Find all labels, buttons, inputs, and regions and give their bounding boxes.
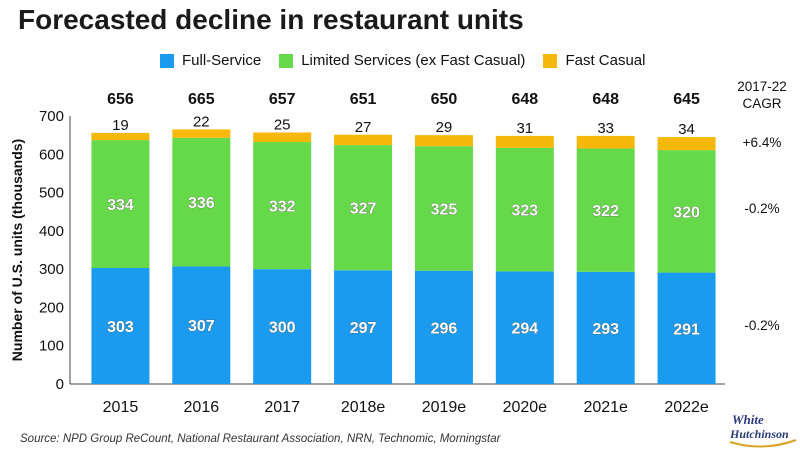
y-tick-label: 0	[56, 376, 64, 393]
white-hutchinson-logo: White Hutchinson	[729, 412, 797, 448]
chart-title: Forecasted decline in restaurant units	[18, 4, 524, 35]
data-label: 296	[431, 320, 458, 337]
bar-segment-limited-services	[172, 137, 231, 267]
legend-item-fast-casual: Fast Casual	[543, 52, 645, 69]
bar-segment-full-service	[495, 271, 554, 384]
data-label-fast-casual: 31	[516, 120, 533, 137]
bar-segment-fast-casual	[657, 137, 716, 151]
cagr-full-service: -0.2%	[744, 318, 779, 333]
cagr-header-line2: CAGR	[742, 96, 781, 111]
bar-segment-full-service	[334, 270, 393, 384]
total-label: 665	[188, 91, 215, 108]
data-label-fast-casual: 19	[112, 117, 129, 134]
x-tick-label: 2017	[264, 399, 300, 416]
legend-swatch-limited-services	[279, 53, 294, 68]
legend-label-full-service: Full-Service	[182, 52, 262, 69]
data-label: 294	[511, 321, 538, 338]
x-tick-label: 2015	[103, 399, 139, 416]
data-label: 300	[269, 320, 296, 337]
total-label: 656	[107, 91, 134, 108]
legend-swatch-full-service	[160, 53, 174, 68]
data-label: 327	[350, 201, 377, 218]
data-label-fast-casual: 29	[436, 119, 453, 136]
data-label: 323	[511, 203, 538, 220]
bar-segment-fast-casual	[172, 129, 231, 138]
x-tick-label: 2022e	[664, 399, 709, 416]
y-tick-label: 200	[39, 299, 64, 316]
y-tick-label: 600	[39, 146, 64, 163]
data-label: 336	[188, 195, 215, 212]
total-label: 648	[511, 91, 538, 108]
bar-segment-limited-services	[91, 140, 150, 268]
bar-segment-full-service	[253, 269, 312, 384]
data-label-fast-casual: 33	[597, 120, 614, 137]
data-label: 322	[592, 203, 619, 220]
y-tick-label: 500	[39, 185, 64, 202]
bar-segment-full-service	[414, 270, 473, 384]
cagr-fast-casual: +6.4%	[743, 135, 782, 150]
y-tick-label: 300	[39, 261, 64, 278]
cagr-header-line1: 2017-22	[737, 79, 787, 94]
y-tick-label: 400	[39, 223, 64, 240]
logo-text-line1: White	[732, 412, 764, 427]
data-label: 332	[269, 199, 296, 216]
legend-item-full-service: Full-Service	[160, 52, 261, 69]
legend-swatch-fast-casual	[543, 53, 558, 68]
x-tick-label: 2018e	[341, 399, 386, 416]
y-tick-label: 100	[39, 338, 64, 355]
data-label: 320	[673, 204, 700, 221]
bar-segment-limited-services	[576, 148, 635, 272]
legend-label-fast-casual: Fast Casual	[565, 52, 646, 69]
source-note: Source: NPD Group ReCount, National Rest…	[20, 433, 501, 445]
total-label: 648	[592, 91, 619, 108]
bar-segment-full-service	[576, 271, 635, 384]
data-label-fast-casual: 25	[274, 116, 291, 133]
bar-segment-fast-casual	[253, 132, 312, 143]
bar-segment-fast-casual	[334, 134, 393, 146]
logo-swoosh	[729, 439, 797, 448]
legend-label-limited-services: Limited Services (ex Fast Casual)	[301, 52, 526, 69]
total-label: 657	[269, 91, 296, 108]
data-label-fast-casual: 27	[355, 119, 372, 136]
legend: Full-Service Limited Services (ex Fast C…	[160, 52, 663, 69]
bar-segment-limited-services	[253, 142, 312, 270]
cagr-limited-services: -0.2%	[744, 201, 779, 216]
bar-segment-fast-casual	[576, 135, 635, 149]
y-axis-label: Number of U.S. units (thousands)	[9, 139, 25, 361]
logo-text-line2: Hutchinson	[729, 427, 789, 441]
total-label: 651	[350, 91, 377, 108]
total-label: 645	[673, 91, 700, 108]
data-label: 297	[350, 320, 377, 337]
total-label: 650	[431, 91, 458, 108]
bar-segment-full-service	[91, 267, 150, 384]
bar-segment-limited-services	[334, 145, 393, 271]
bar-segment-limited-services	[495, 147, 554, 272]
bar-segment-full-service	[657, 272, 716, 384]
bar-segment-fast-casual	[414, 135, 473, 147]
data-label: 293	[592, 321, 619, 338]
bar-segment-full-service	[172, 266, 231, 384]
data-label-fast-casual: 34	[678, 121, 695, 138]
bar-segment-limited-services	[657, 150, 716, 273]
x-tick-label: 2020e	[503, 399, 548, 416]
data-label: 334	[107, 197, 134, 214]
bar-segment-limited-services	[414, 146, 473, 271]
data-label: 307	[188, 318, 215, 335]
x-tick-label: 2019e	[422, 399, 467, 416]
data-label: 325	[431, 201, 458, 218]
bar-segment-fast-casual	[495, 135, 554, 148]
x-tick-label: 2016	[184, 399, 220, 416]
bar-segment-fast-casual	[91, 132, 150, 141]
data-label-fast-casual: 22	[193, 113, 210, 130]
y-tick-label: 700	[39, 108, 64, 125]
legend-item-limited-services: Limited Services (ex Fast Casual)	[279, 52, 525, 69]
data-label: 303	[107, 319, 134, 336]
x-tick-label: 2021e	[583, 399, 628, 416]
data-label: 291	[673, 321, 700, 338]
